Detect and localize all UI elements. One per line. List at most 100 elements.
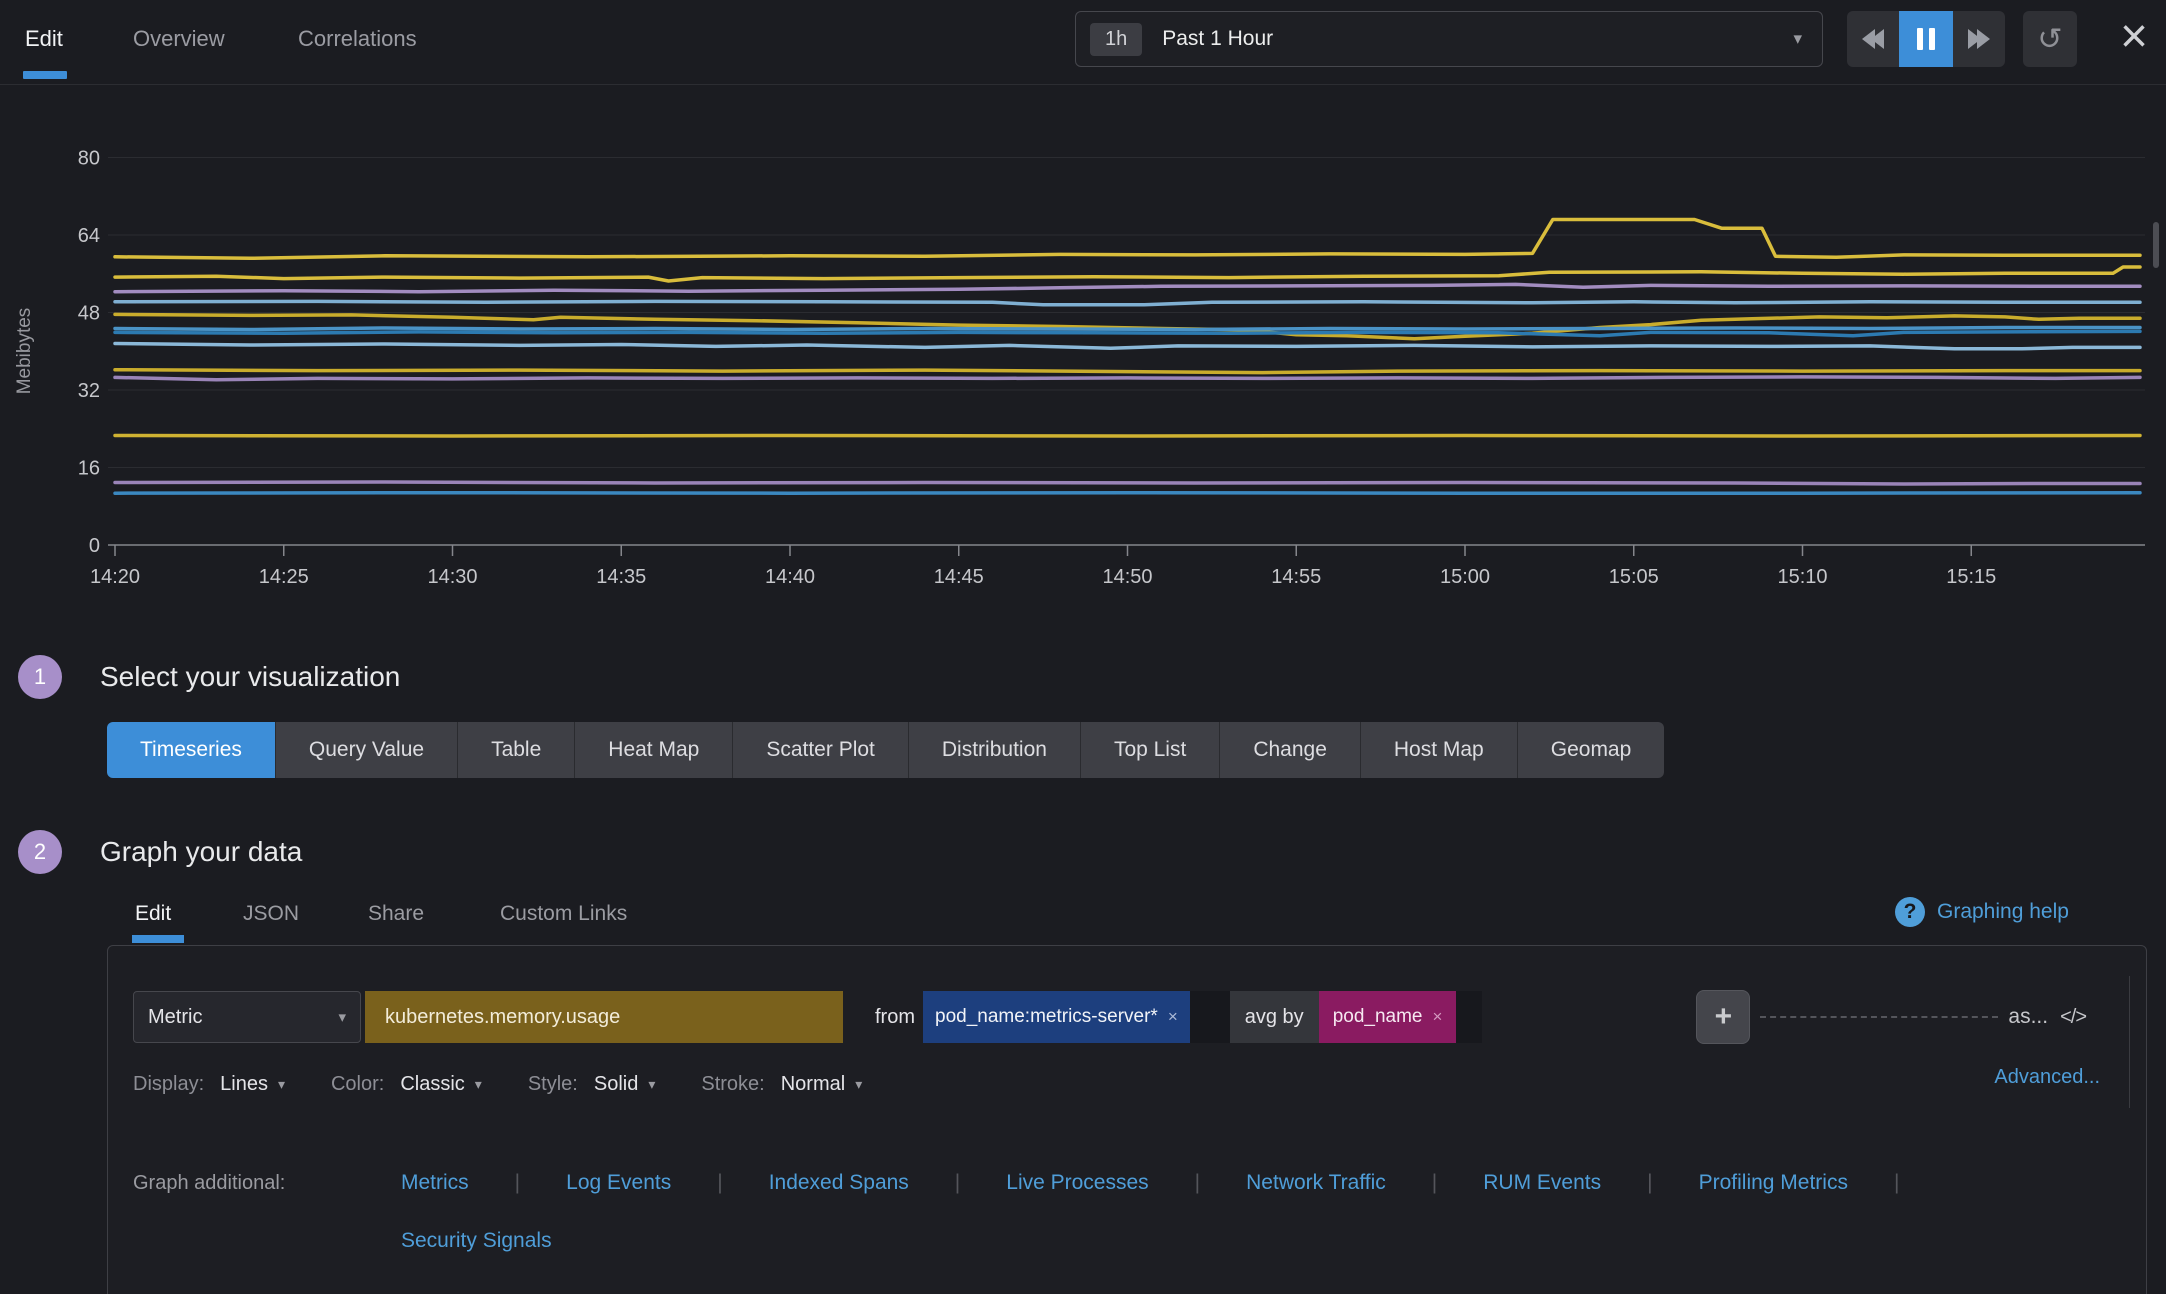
close-icon [2120,10,2148,63]
x-axis-tick-label: 14:50 [1102,566,1152,588]
viz-button-table[interactable]: Table [458,722,576,778]
chevron-down-icon[interactable] [648,1076,655,1093]
graph-additional-link-network-traffic[interactable]: Network Traffic [1246,1171,1386,1194]
rewind-button[interactable] [1847,11,1899,67]
panel-divider [2129,976,2130,1108]
forward-button[interactable] [1953,11,2005,67]
stroke-label: Stroke: [701,1072,765,1095]
y-axis-tick-label: 64 [78,225,100,247]
chart-series-pod-5 [113,312,2142,341]
chart-series-pod-1 [113,217,2142,261]
section-title-visualization: Select your visualization [100,661,401,692]
link-separator: | [717,1171,723,1194]
time-range-picker[interactable]: 1h Past 1 Hour [1075,11,1823,67]
viz-button-timeseries[interactable]: Timeseries [107,722,276,778]
display-value[interactable]: Lines [220,1072,268,1095]
filter-token[interactable]: pod_name:metrics-server* × [923,991,1190,1043]
viz-button-heat-map[interactable]: Heat Map [575,722,734,778]
chart-series-pod-8 [113,341,2142,351]
y-axis-tick-label: 32 [78,380,100,402]
graph-additional-link-metrics[interactable]: Metrics [401,1171,469,1194]
graphing-help-link[interactable]: Graphing help [1895,897,2069,927]
graph-additional-links: Metrics | Log Events | Indexed Spans | Live Pr… [401,1154,2021,1270]
x-axis-tick-label: 15:00 [1440,566,1490,588]
add-query-button[interactable]: + [1696,990,1751,1044]
tab-edit[interactable]: Edit [25,26,63,51]
remove-filter-icon[interactable]: × [1167,1007,1178,1026]
group-by-input[interactable] [1456,991,1483,1043]
graph-additional-link-security-signals[interactable]: Security Signals [401,1229,552,1252]
link-separator: | [1647,1171,1653,1194]
x-axis-tick-label: 14:20 [90,566,140,588]
editor-tab-json[interactable]: JSON [243,902,300,925]
graph-additional-link-indexed-spans[interactable]: Indexed Spans [768,1171,909,1194]
y-axis-title: Mebibytes [14,308,35,395]
code-icon[interactable]: </> [2060,1005,2087,1028]
graphing-help-label: Graphing help [1937,900,2069,923]
timeseries-chart[interactable]: 0 16 32 48 64 80 Mebibytes 14:20 14:25 14:30 14:35… [0,78,2166,618]
step-2-badge: 2 [18,830,62,874]
stroke-value[interactable]: Normal [780,1072,846,1095]
viz-button-scatter-plot[interactable]: Scatter Plot [733,722,909,778]
chart-series-pod-10 [113,375,2142,382]
viz-button-query-value[interactable]: Query Value [275,722,459,778]
refresh-icon [2037,22,2062,57]
y-axis-tick-label: 80 [78,148,100,170]
display-options-row: Display: Lines Color: Classic Style: Sol… [133,1064,908,1104]
chart-series-pod-12 [113,480,2142,486]
chevron-down-icon[interactable] [278,1076,285,1093]
tab-overview[interactable]: Overview [133,26,225,51]
pause-button[interactable] [1899,11,1953,67]
refresh-button[interactable] [2023,11,2077,67]
editor-tab-share[interactable]: Share [368,902,425,925]
viz-button-top-list[interactable]: Top List [1080,722,1221,778]
graph-additional-link-live-processes[interactable]: Live Processes [1006,1171,1149,1194]
tab-correlations[interactable]: Correlations [298,26,417,51]
playback-controls [1847,11,2005,67]
chart-series-pod-6 [113,325,2142,332]
close-button[interactable] [2110,8,2158,68]
as-label[interactable]: as... [2008,1005,2049,1028]
metric-name-token[interactable]: kubernetes.memory.usage [365,991,843,1043]
chart-series-pod-4 [113,299,2142,307]
chevron-down-icon[interactable] [855,1076,862,1093]
viz-button-change[interactable]: Change [1220,722,1361,778]
step-1-badge: 1 [18,655,62,699]
x-axis-tick-label: 14:30 [427,566,477,588]
graph-additional-link-rum-events[interactable]: RUM Events [1483,1171,1602,1194]
color-label: Color: [330,1072,385,1095]
chart-series-pod-11 [113,433,2142,438]
viz-button-host-map[interactable]: Host Map [1360,722,1518,778]
graph-additional-link-log-events[interactable]: Log Events [566,1171,672,1194]
chart-series-pod-3 [113,282,2142,294]
filter-input[interactable] [1189,991,1230,1043]
link-separator: | [1431,1171,1438,1194]
chevron-down-icon[interactable] [475,1076,482,1093]
link-separator: | [1194,1171,1201,1194]
active-editor-tab-indicator [132,935,184,943]
help-icon [1895,897,1925,927]
graph-additional-link-profiling-metrics[interactable]: Profiling Metrics [1698,1171,1848,1194]
x-axis-tick-label: 15:05 [1609,566,1659,588]
visualization-picker: Timeseries Query Value Table Heat Map Scatte… [107,722,1665,778]
viz-button-distribution[interactable]: Distribution [908,722,1081,778]
style-value[interactable]: Solid [593,1072,639,1095]
group-by-token-label: pod_name [1332,1006,1423,1027]
x-axis-tick-label: 14:40 [765,566,815,588]
chevron-down-icon[interactable] [1793,29,1802,49]
advanced-link[interactable]: Advanced... [1994,1066,2100,1088]
editor-tab-edit[interactable]: Edit [135,902,172,925]
editor-tab-custom-links[interactable]: Custom Links [500,902,628,925]
metric-source-label: Metric [148,1005,203,1028]
graph-additional-label: Graph additional: [133,1172,286,1194]
from-label: from [875,1005,915,1028]
color-value[interactable]: Classic [400,1072,465,1095]
metric-source-select[interactable]: Metric [133,991,361,1043]
viz-button-geomap[interactable]: Geomap [1517,722,1665,778]
x-axis-tick-label: 15:10 [1777,566,1827,588]
scrollbar-thumb[interactable] [2153,222,2159,268]
remove-group-by-icon[interactable]: × [1432,1007,1443,1026]
x-axis-tick-label: 15:15 [1946,566,1996,588]
group-by-token[interactable]: pod_name × [1318,991,1457,1043]
